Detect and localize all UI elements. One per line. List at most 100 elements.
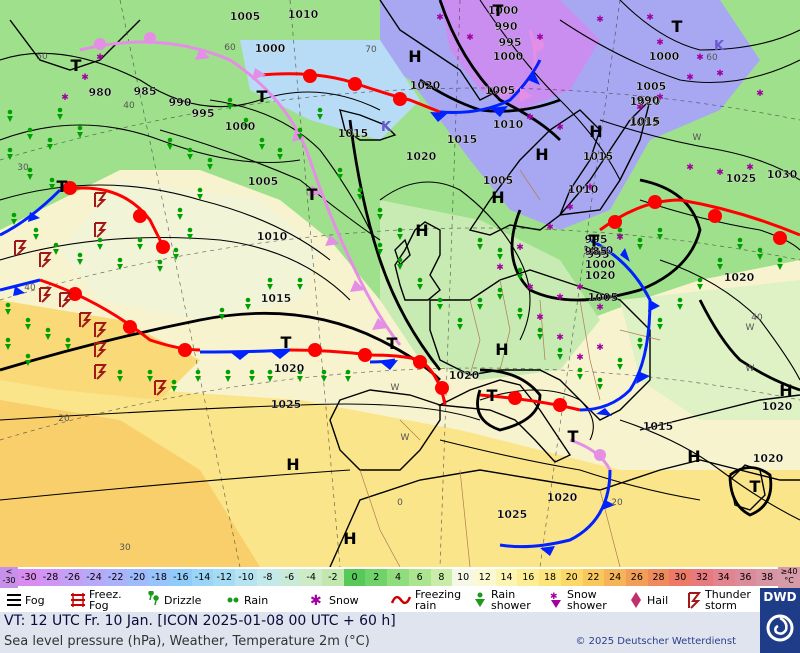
pressure-label: 1010 (568, 183, 599, 196)
pressure-label: 995 (587, 248, 610, 261)
colorbar-low-end-value: -30 (2, 576, 16, 585)
rain-shower-symbol (517, 314, 523, 320)
rain-shower-symbol (53, 249, 59, 255)
pressure-center: T (568, 427, 579, 446)
rain-shower-symbol (157, 266, 163, 272)
copyright: © 2025 Deutscher Wetterdienst (575, 636, 736, 647)
rain-symbol (187, 227, 193, 233)
snow-symbol: ✱ (756, 89, 764, 99)
weather-legend: Fog Freez. Fog Drizzle Rain ✱ Snow Freez… (0, 588, 760, 612)
rain-symbol (65, 337, 71, 343)
legend-snow-label: Snow (329, 593, 359, 607)
pressure-center: H (286, 455, 299, 474)
temperature-label: 0 (397, 498, 403, 508)
colorbar-cell: 14 (495, 569, 518, 586)
colorbar-cell: -24 (83, 569, 105, 586)
rain-symbol (207, 157, 213, 163)
rain-shower-symbol (7, 154, 13, 160)
rain-shower-symbol (577, 374, 583, 380)
thunderstorm-symbol (94, 342, 107, 358)
temperature-label: 60 (224, 43, 236, 53)
rain-symbol (397, 227, 403, 233)
rain-shower-symbol (195, 376, 201, 382)
pressure-center: H (408, 47, 421, 66)
rain-shower-symbol (317, 114, 323, 120)
rain-shower-symbol (49, 184, 55, 190)
pressure-label: 1020 (724, 271, 755, 284)
snow-symbol: ✱ (576, 353, 584, 363)
colorbar-cell: 2 (365, 569, 388, 586)
snow-symbol: ✱ (436, 13, 444, 23)
rain-shower-symbol (657, 234, 663, 240)
colorbar-high-end-value: ≥40 (780, 567, 798, 576)
colorbar-cell: 22 (582, 569, 605, 586)
colorbar-cell: 32 (691, 569, 713, 586)
rain-shower-symbol (377, 249, 383, 255)
pressure-label: 1020 (406, 150, 437, 163)
temperature-label: 20 (58, 414, 70, 424)
rain-symbol (45, 327, 51, 333)
thunderstorm-symbol (94, 364, 107, 380)
rain-shower-symbol (27, 134, 33, 140)
snow-symbol: ✱ (466, 33, 474, 43)
legend-freezing-rain: Freezing rain (390, 588, 467, 612)
legend-freezing-rain-label: Freezing rain (415, 588, 462, 612)
rain-symbol (477, 237, 483, 243)
pressure-label: 1005 (636, 80, 667, 93)
temperature-label: W (693, 133, 702, 143)
map-footer: VT: 12 UTC Fr. 10 Jan. [ICON 2025-01-08 … (0, 612, 760, 653)
rain-symbol (517, 267, 523, 273)
legend-drizzle: Drizzle (145, 588, 201, 612)
legend-snow-shower: ✱ Snow shower (548, 588, 611, 612)
pressure-label: 1025 (271, 398, 302, 411)
dwd-logo: DWD (760, 588, 800, 653)
legend-rain: Rain (225, 588, 268, 612)
pressure-center: H (589, 122, 602, 141)
rain-shower-symbol (77, 259, 83, 265)
colorbar-cell: 4 (387, 569, 409, 586)
rain-shower-symbol (177, 214, 183, 220)
rain-shower-symbol (397, 234, 403, 240)
colorbar-cell: -10 (235, 569, 257, 586)
rain-shower-symbol (267, 376, 273, 382)
rain-shower-symbol (65, 344, 71, 350)
legend-snow: ✱ Snow (310, 588, 359, 612)
pressure-label: 1020 (449, 369, 480, 382)
thunderstorm-symbol (94, 192, 107, 208)
thunderstorm-symbol (39, 287, 52, 303)
temperature-colorbar: < -30 -30 -28 -26 -24 -22 -20 -18 -16 -14 -12 -10-… (0, 567, 800, 588)
rain-shower-symbol (737, 244, 743, 250)
rain-symbol (617, 227, 623, 233)
snow-symbol: ✱ (81, 73, 89, 83)
colorbar-cell: 18 (539, 569, 561, 586)
rain-symbol (197, 187, 203, 193)
rain-shower-symbol (219, 314, 225, 320)
pressure-label: 1015 (630, 115, 661, 128)
rain-shower-symbol (297, 134, 303, 140)
pressure-center: H (779, 381, 792, 400)
pressure-label: 1000 (225, 120, 256, 133)
thunderstorm-symbol (154, 380, 167, 396)
snow-symbol: ✱ (686, 163, 694, 173)
rain-symbol (317, 107, 323, 113)
isobars (0, 0, 800, 521)
legend-rain-shower: Rain shower (472, 588, 531, 612)
front-symbols (13, 32, 787, 556)
snow-symbol: ✱ (656, 38, 664, 48)
rain-shower-symbol (137, 244, 143, 250)
pressure-center: T (387, 334, 398, 353)
rain-shower-symbol (187, 154, 193, 160)
thunderstorm-symbol (39, 252, 52, 268)
temperature-label: 50 (36, 52, 48, 62)
pressure-label: 1015 (338, 127, 369, 140)
rain-shower-symbol (171, 386, 177, 392)
rain-symbol (337, 167, 343, 173)
rain-shower-symbol (259, 144, 265, 150)
rain-symbol (7, 109, 13, 115)
rain-symbol (173, 247, 179, 253)
rain-shower-symbol (397, 264, 403, 270)
rain-shower-symbol (173, 254, 179, 260)
rain-symbol (657, 227, 663, 233)
rain-symbol (297, 369, 303, 375)
rain-symbol (557, 347, 563, 353)
